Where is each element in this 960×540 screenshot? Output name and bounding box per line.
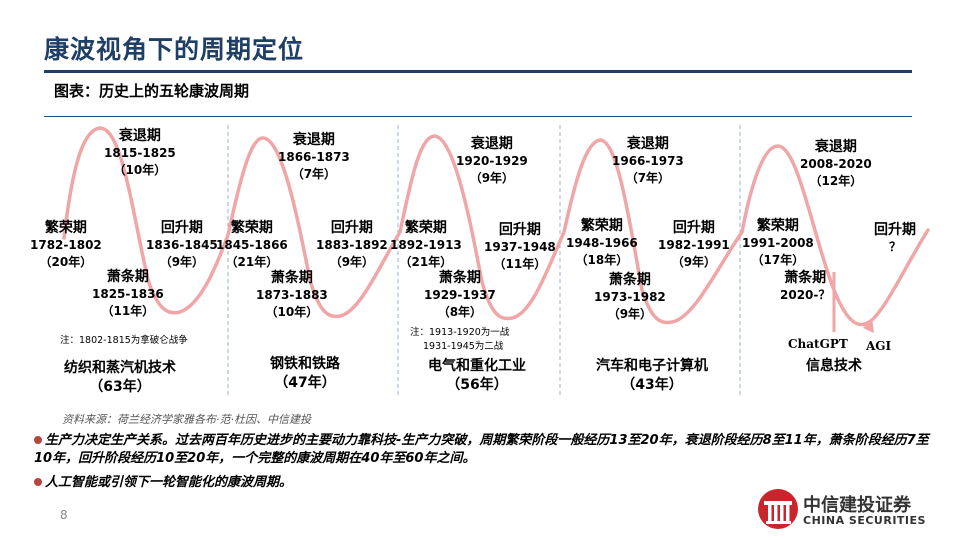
cycle1-recession-label: 衰退期 1815-1825 （10年） bbox=[104, 128, 176, 177]
bullet-1: 生产力决定生产关系。过去两百年历史进步的主要动力靠科技-生产力突破，周期繁荣阶段… bbox=[34, 433, 929, 466]
cycle2-depression-label: 萧条期 1873-1883 （10年） bbox=[256, 270, 328, 319]
agi-marker-arrow bbox=[863, 318, 874, 333]
cycle4-depression-label: 萧条期 1973-1982 （9年） bbox=[594, 272, 666, 321]
cycle1-recovery-label: 回升期 1836-1845 （9年） bbox=[146, 220, 218, 269]
cycle5-prosperity-label: 繁荣期 1991-2008 （17年） bbox=[742, 218, 814, 267]
chatgpt-label: ChatGPT bbox=[788, 337, 848, 351]
cycle4-prosperity-label: 繁荣期 1948-1966 （18年） bbox=[566, 218, 638, 267]
cycle3-recovery-label: 回升期 1937-1948 （11年） bbox=[484, 222, 556, 271]
cycle3-recession-label: 衰退期 1920-1929 （9年） bbox=[456, 136, 528, 185]
page-number: 8 bbox=[60, 508, 68, 522]
logo-name-cn: 中信建投证券 bbox=[803, 495, 911, 516]
cycle2-prosperity-label: 繁荣期 1845-1866 （21年） bbox=[216, 220, 288, 269]
cycle1-depression-label: 萧条期 1825-1836 （11年） bbox=[92, 269, 164, 318]
logo-name-en: CHINA SECURITIES bbox=[803, 514, 926, 527]
cycle3-note: 注：1913-1920为一战 1931-1945为二战 bbox=[410, 327, 510, 352]
cycle4-recovery-label: 回升期 1982-1991 （9年） bbox=[658, 220, 730, 269]
page-title: 康波视角下的周期定位 bbox=[44, 35, 305, 64]
cycle4-recession-label: 衰退期 1966-1973 （7年） bbox=[612, 136, 684, 185]
cycle3-prosperity-label: 繁荣期 1892-1913 （21年） bbox=[390, 220, 462, 269]
bullet-dot bbox=[34, 436, 42, 444]
cycle5-recovery-label: 回升期 ？ bbox=[874, 222, 916, 254]
title-underline bbox=[44, 70, 912, 73]
cycle1-era: 纺织和蒸汽机技术 （63年） bbox=[64, 360, 176, 395]
source-note: 资料来源：荷兰经济学家雅各布·范·杜因、中信建投 bbox=[62, 413, 311, 426]
cycle4-era: 汽车和电子计算机 （43年） bbox=[596, 358, 708, 393]
china-securities-logo-icon bbox=[758, 489, 798, 529]
bullet-2: 人工智能或引领下一轮智能化的康波周期。 bbox=[34, 474, 292, 492]
wave-curve bbox=[62, 126, 930, 327]
subtitle-underline bbox=[44, 116, 912, 117]
agi-label: AGI bbox=[866, 339, 892, 353]
cycle1-note: 注：1802-1815为拿破仑战争 bbox=[60, 335, 188, 346]
cycle5-era: 信息技术 bbox=[806, 358, 862, 374]
cycle3-era: 电气和重化工业 （56年） bbox=[428, 358, 526, 393]
figure-subtitle: 图表：历史上的五轮康波周期 bbox=[54, 82, 250, 100]
cycle2-recovery-label: 回升期 1883-1892 （9年） bbox=[316, 220, 388, 269]
cycle5-recession-label: 衰退期 2008-2020 （12年） bbox=[800, 139, 872, 188]
cycle2-recession-label: 衰退期 1866-1873 （7年） bbox=[278, 132, 350, 181]
cycle3-depression-label: 萧条期 1929-1937 （8年） bbox=[424, 270, 496, 319]
cycle1-prosperity-label: 繁荣期 1782-1802 （20年） bbox=[30, 220, 102, 269]
cycle2-era: 钢铁和铁路 （47年） bbox=[270, 356, 340, 391]
cycle5-depression-label: 萧条期 2020-？ bbox=[780, 270, 831, 302]
bullet-dot bbox=[34, 478, 42, 486]
